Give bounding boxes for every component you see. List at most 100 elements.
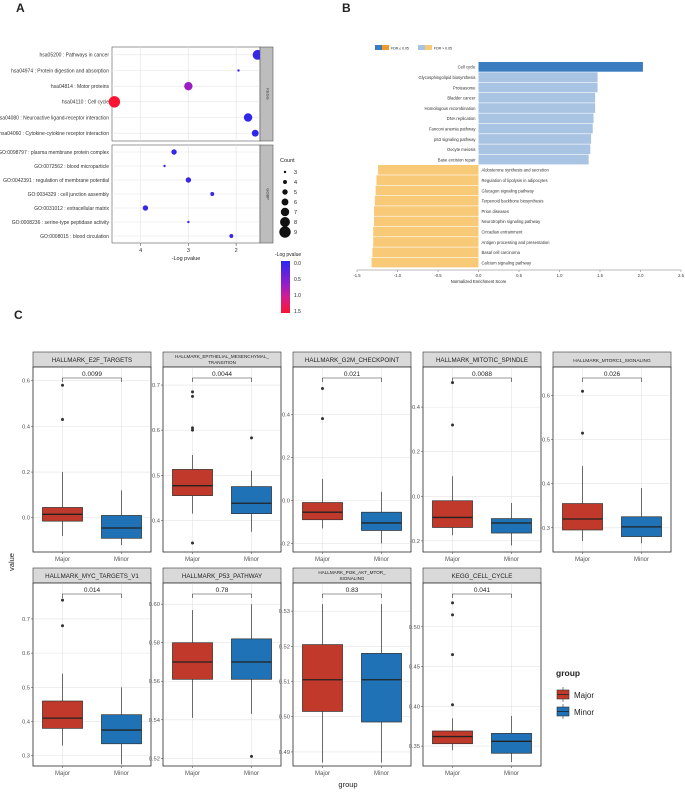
y-tick-label: -0.2: [280, 541, 290, 547]
panel-label-b: B: [342, 1, 351, 15]
p-value-label: 0.026: [604, 371, 621, 378]
gsea-bar-label: p53 signaling pathway: [434, 137, 476, 142]
facet-panel-border: [422, 582, 542, 767]
box-outlier: [191, 390, 194, 394]
facet-title: HALLMARK_PI3K_AKT_MTOR_: [318, 570, 386, 575]
gsea-bar: [478, 113, 594, 124]
x-tick-label: Minor: [114, 771, 129, 777]
y-tick-label: 0.6: [542, 394, 550, 400]
term-point: [142, 205, 149, 211]
x-axis-title: group: [338, 780, 357, 789]
x-tick-label: Minor: [244, 771, 259, 777]
term-point: [185, 177, 192, 183]
y-tick-label: 0.6: [152, 428, 160, 434]
legend-count-dot: [279, 226, 291, 238]
facet-strip-label: GOBP: [266, 188, 271, 200]
box-outlier: [191, 541, 194, 545]
y-tick-label: 0.50: [409, 625, 420, 631]
legend-count-label: 4: [294, 180, 297, 186]
gsea-bar-label: Neurotrophin signaling pathway: [482, 219, 542, 224]
gsea-bar: [478, 144, 591, 155]
y-tick-label: 0.4: [412, 405, 421, 411]
box-body: [302, 644, 343, 712]
p-value-label: 0.0044: [212, 371, 232, 378]
facet-panel-border: [32, 366, 152, 553]
box-body: [432, 730, 473, 745]
y-tick-label: 0.6: [22, 651, 30, 657]
box-outlier: [61, 383, 64, 387]
y-tick-label: 0.54: [149, 718, 161, 724]
facet-strip-1: [259, 144, 274, 244]
legend-color-tick: 0.5: [294, 277, 301, 283]
legend-count-label: 5: [294, 190, 297, 196]
gsea-bar-label: Glucagon signaling pathway: [482, 188, 535, 193]
box-outlier: [250, 754, 253, 758]
x-tick-label: Major: [315, 557, 330, 563]
gsea-bar: [372, 247, 479, 258]
facet-title: HALLMARK_EPITHELIAL_MESENCHYMAL_: [175, 354, 269, 359]
x-tick-label: Major: [55, 771, 70, 777]
legend-count-label: 7: [294, 210, 297, 216]
box-body: [231, 486, 272, 514]
legend-label: FDR ≤ 0.05: [391, 47, 409, 51]
panel-label-a: A: [16, 1, 25, 15]
box-body: [491, 518, 532, 534]
x-tick-label: Major: [575, 557, 590, 563]
x-tick-label: -1.0: [394, 273, 402, 278]
gsea-bar-label: Base excision repair: [438, 157, 476, 162]
gsea-bar: [374, 206, 479, 216]
y-tick-label: 0.45: [409, 665, 420, 671]
gsea-bar: [478, 154, 589, 165]
p-value-label: 0.83: [346, 587, 359, 594]
box-body: [172, 469, 213, 496]
box-body: [432, 500, 473, 528]
term-label: hsa04060 : Cytokine-cytokine receptor in…: [0, 131, 109, 137]
facet-panel-border: [32, 582, 152, 767]
term-point: [251, 129, 259, 137]
facet-panel-border: [422, 366, 542, 553]
y-tick-label: 0.3: [22, 754, 30, 760]
legend-color-title: -Log pvalue: [275, 252, 301, 258]
sig-bracket: [62, 593, 122, 598]
gsea-bar: [478, 134, 592, 144]
term-point: [187, 220, 190, 224]
facet-title: HALLMARK_E2F_TARGETS: [52, 357, 132, 364]
p-value-label: 0.014: [84, 587, 101, 594]
legend-swatch: [418, 45, 425, 50]
term-label: GO:0098797 : plasma membrane protein com…: [0, 150, 109, 156]
legend-label: Minor: [574, 708, 594, 717]
legend-color-tick: 1.5: [294, 309, 301, 315]
box-outlier: [451, 423, 454, 427]
box-body: [172, 642, 213, 680]
legend-count-label: 8: [294, 220, 297, 226]
x-tick-label: 0.5: [516, 273, 522, 278]
term-label: GO:0042391 : regulation of membrane pote…: [3, 178, 109, 184]
gsea-bar-label: DNA replication: [447, 116, 477, 121]
gsea-bar: [374, 195, 479, 206]
x-tick-label: Major: [445, 557, 460, 563]
x-tick-label: Minor: [504, 557, 519, 563]
legend-count-dot: [280, 217, 290, 227]
gsea-bar-label: Antigen processing and presentation: [482, 240, 551, 245]
facet-panel-border: [162, 582, 282, 767]
legend-count-dot: [283, 180, 287, 184]
box-outlier: [451, 653, 454, 657]
term-point: [184, 81, 193, 91]
gsea-bar-label: Fanconi anemia pathway: [429, 126, 476, 131]
y-tick-label: 0.0: [22, 516, 30, 522]
y-tick-label: 0.56: [149, 679, 160, 685]
x-axis-title: Normalized Enrichment Score: [451, 279, 507, 284]
x-tick-label: Major: [185, 771, 200, 777]
p-value-label: 0.021: [344, 371, 361, 378]
y-tick-label: 0.7: [22, 617, 30, 623]
x-tick-label: Major: [55, 557, 70, 563]
p-value-label: 0.78: [216, 587, 229, 594]
gsea-bar-label: Prion diseases: [482, 209, 509, 214]
term-label: hsa04110 : Cell cycle: [62, 100, 109, 106]
y-tick-label: 0.5: [542, 438, 550, 444]
y-tick-label: 0.5: [152, 473, 160, 479]
gsea-bar: [371, 257, 479, 268]
box-outlier: [191, 426, 194, 430]
box-outlier: [451, 601, 454, 605]
x-tick-label: Minor: [504, 771, 519, 777]
